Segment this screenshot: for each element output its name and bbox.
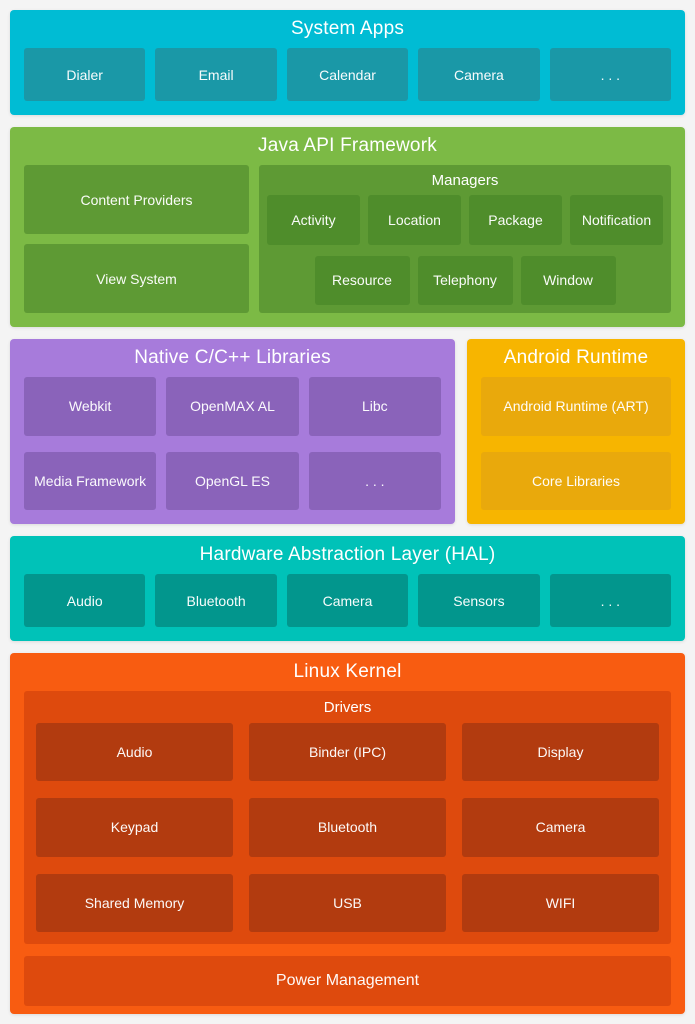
manager-package: Package — [469, 195, 562, 245]
manager-notification: Notification — [570, 195, 663, 245]
hal-audio: Audio — [24, 574, 146, 627]
system-apps-title: System Apps — [290, 18, 405, 39]
manager-resource: Resource — [314, 255, 410, 305]
drivers-group: Drivers Audio Binder (IPC) Display Keypa… — [24, 691, 671, 944]
native-openmax-al: OpenMAX AL — [166, 377, 299, 436]
drivers-grid: Audio Binder (IPC) Display Keypad Blueto… — [36, 723, 659, 932]
java-api-title: Java API Framework — [258, 135, 437, 156]
manager-window: Window — [520, 255, 616, 305]
managers-title: Managers — [431, 171, 499, 189]
native-libraries-title: Native C/C++ Libraries — [134, 347, 331, 368]
driver-keypad: Keypad — [36, 798, 233, 857]
manager-location: Location — [368, 195, 461, 245]
hal-sensors: Sensors — [418, 574, 540, 627]
driver-display: Display — [462, 723, 659, 782]
driver-audio: Audio — [36, 723, 233, 782]
java-api-body: Content Providers View System Managers A… — [24, 165, 671, 313]
android-runtime-body: Android Runtime (ART) Core Libraries — [481, 377, 671, 510]
driver-bluetooth: Bluetooth — [249, 798, 446, 857]
native-libraries-body: Webkit OpenMAX AL Libc Media Framework O… — [24, 377, 441, 510]
layer-system-apps: System Apps Dialer Email Calendar Camera… — [10, 10, 685, 115]
system-apps-row: Dialer Email Calendar Camera . . . — [24, 48, 672, 101]
view-system-box: View System — [24, 244, 249, 313]
layer-hal: Hardware Abstraction Layer (HAL) Audio B… — [10, 536, 685, 641]
driver-binder-ipc: Binder (IPC) — [249, 723, 446, 782]
core-libraries-box: Core Libraries — [481, 451, 671, 510]
native-libc: Libc — [308, 377, 441, 436]
system-app-email: Email — [155, 48, 277, 101]
native-row-2: Media Framework OpenGL ES . . . — [24, 451, 441, 510]
system-app-camera: Camera — [418, 48, 540, 101]
layer-android-runtime: Android Runtime Android Runtime (ART) Co… — [467, 339, 685, 524]
native-webkit: Webkit — [24, 377, 157, 436]
android-runtime-title: Android Runtime — [503, 347, 649, 368]
hal-bluetooth: Bluetooth — [155, 574, 277, 627]
java-api-left-column: Content Providers View System — [24, 165, 249, 313]
managers-group: Managers Activity Location Package Notif… — [259, 165, 671, 313]
hal-title: Hardware Abstraction Layer (HAL) — [199, 544, 496, 565]
hal-camera: Camera — [286, 574, 409, 627]
driver-camera: Camera — [462, 798, 659, 857]
system-app-ellipsis: . . . — [549, 48, 672, 101]
driver-shared-memory: Shared Memory — [36, 873, 233, 932]
layer-native-libraries: Native C/C++ Libraries Webkit OpenMAX AL… — [10, 339, 455, 524]
linux-kernel-title: Linux Kernel — [293, 661, 402, 682]
native-opengl-es: OpenGL ES — [166, 451, 299, 510]
hal-row: Audio Bluetooth Camera Sensors . . . — [24, 574, 672, 627]
android-runtime-art-box: Android Runtime (ART) — [481, 377, 671, 436]
power-management-box: Power Management — [24, 956, 671, 1006]
drivers-title: Drivers — [323, 698, 372, 716]
middle-row: Native C/C++ Libraries Webkit OpenMAX AL… — [10, 339, 685, 524]
system-app-dialer: Dialer — [24, 48, 146, 101]
layer-java-api-framework: Java API Framework Content Providers Vie… — [10, 127, 685, 327]
managers-row-2: Resource Telephony Window — [267, 255, 663, 305]
native-row-1: Webkit OpenMAX AL Libc — [24, 377, 441, 436]
manager-activity: Activity — [267, 195, 360, 245]
system-app-calendar: Calendar — [286, 48, 409, 101]
driver-usb: USB — [249, 873, 446, 932]
native-ellipsis: . . . — [308, 451, 441, 510]
hal-ellipsis: . . . — [549, 574, 672, 627]
manager-telephony: Telephony — [417, 255, 513, 305]
managers-row-1: Activity Location Package Notification — [267, 195, 663, 245]
layer-linux-kernel: Linux Kernel Drivers Audio Binder (IPC) … — [10, 653, 685, 1014]
driver-wifi: WIFI — [462, 873, 659, 932]
content-providers-box: Content Providers — [24, 165, 249, 234]
native-media-framework: Media Framework — [24, 451, 157, 510]
